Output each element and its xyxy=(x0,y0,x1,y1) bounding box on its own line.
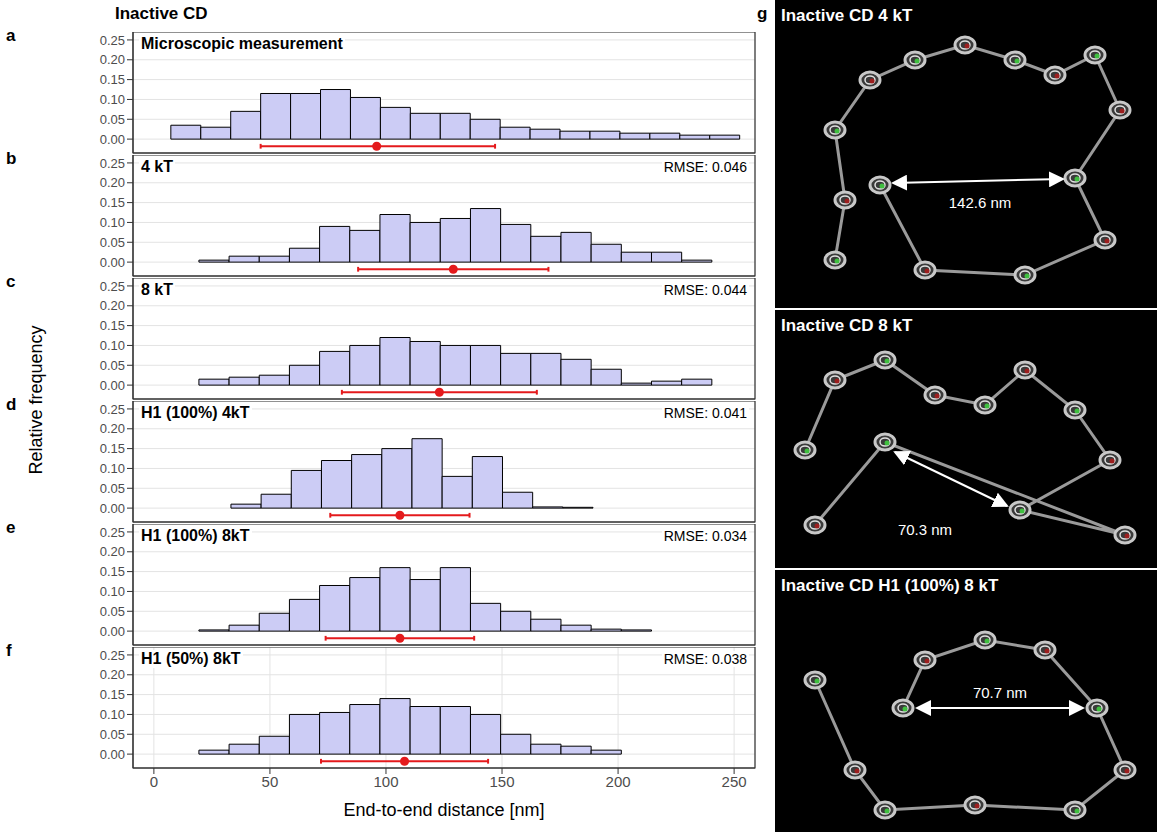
html-text:H1 (100%) 8kT: H1 (100%) 8kT xyxy=(141,527,250,544)
svg-text:50: 50 xyxy=(262,773,279,790)
svg-text:0.00: 0.00 xyxy=(100,378,125,393)
svg-text:0.00: 0.00 xyxy=(100,132,125,147)
svg-text:0.25: 0.25 xyxy=(100,279,125,294)
html-text:RMSE: 0.041: RMSE: 0.041 xyxy=(663,405,747,421)
svg-text:0.15: 0.15 xyxy=(100,72,125,87)
svg-text:200: 200 xyxy=(606,773,631,790)
html-text:RMSE: 0.034: RMSE: 0.034 xyxy=(663,528,747,544)
svg-text:0.20: 0.20 xyxy=(100,544,125,559)
html-text:8 kT: 8 kT xyxy=(141,281,173,298)
svg-text:0.10: 0.10 xyxy=(100,92,125,107)
svg-text:0.25: 0.25 xyxy=(100,648,125,663)
svg-text:0.15: 0.15 xyxy=(100,564,125,579)
svg-text:Relative frequency: Relative frequency xyxy=(26,325,46,474)
svg-text:0.20: 0.20 xyxy=(100,667,125,682)
html-text:End-to-end distance [nm]: End-to-end distance [nm] xyxy=(343,800,545,820)
html-text:c: c xyxy=(6,272,16,291)
svg-text:0.00: 0.00 xyxy=(100,501,125,516)
svg-text:0.10: 0.10 xyxy=(100,461,125,476)
html-text:f: f xyxy=(6,641,12,660)
html-text:RMSE: 0.044: RMSE: 0.044 xyxy=(663,282,747,298)
svg-text:0.25: 0.25 xyxy=(100,33,125,48)
svg-text:0.00: 0.00 xyxy=(100,624,125,639)
svg-text:70.3 nm: 70.3 nm xyxy=(898,521,952,538)
svg-text:0.05: 0.05 xyxy=(100,481,125,496)
html-text:4 kT: 4 kT xyxy=(141,158,173,175)
html-text:H1 (50%) 8kT: H1 (50%) 8kT xyxy=(141,650,241,667)
svg-text:0.10: 0.10 xyxy=(100,707,125,722)
svg-text:0.15: 0.15 xyxy=(100,687,125,702)
svg-text:0.25: 0.25 xyxy=(100,156,125,171)
html-text:d: d xyxy=(6,395,17,414)
svg-text:142.6 nm: 142.6 nm xyxy=(949,194,1012,211)
svg-text:0.05: 0.05 xyxy=(100,235,125,250)
svg-text:0.15: 0.15 xyxy=(100,318,125,333)
svg-text:0.25: 0.25 xyxy=(100,525,125,540)
html-text:b: b xyxy=(6,149,17,168)
html-text:a: a xyxy=(6,26,16,45)
html-text:Microscopic measurement: Microscopic measurement xyxy=(141,35,343,52)
svg-text:0.05: 0.05 xyxy=(100,112,125,127)
svg-text:Inactive CD 8 kT: Inactive CD 8 kT xyxy=(781,316,913,335)
svg-text:0.10: 0.10 xyxy=(100,215,125,230)
svg-text:0.00: 0.00 xyxy=(100,255,125,270)
svg-text:0.05: 0.05 xyxy=(100,727,125,742)
svg-text:70.7 nm: 70.7 nm xyxy=(973,684,1027,701)
svg-text:0.20: 0.20 xyxy=(100,175,125,190)
svg-text:0.15: 0.15 xyxy=(100,195,125,210)
svg-text:Inactive CD H1 (100%) 8 kT: Inactive CD H1 (100%) 8 kT xyxy=(781,576,999,595)
svg-text:0.05: 0.05 xyxy=(100,358,125,373)
html-text:H1 (100%) 4kT: H1 (100%) 4kT xyxy=(141,404,250,421)
svg-text:0: 0 xyxy=(150,773,158,790)
svg-text:0.20: 0.20 xyxy=(100,52,125,67)
svg-text:0.25: 0.25 xyxy=(100,402,125,417)
svg-text:150: 150 xyxy=(490,773,515,790)
svg-text:0.05: 0.05 xyxy=(100,604,125,619)
svg-text:250: 250 xyxy=(722,773,747,790)
html-text:RMSE: 0.046: RMSE: 0.046 xyxy=(663,159,747,175)
svg-text:0.00: 0.00 xyxy=(100,747,125,762)
html-text:e: e xyxy=(6,518,16,537)
svg-text:0.10: 0.10 xyxy=(100,584,125,599)
svg-text:Inactive CD 4 kT: Inactive CD 4 kT xyxy=(781,6,913,25)
svg-text:0.15: 0.15 xyxy=(100,441,125,456)
html-text:Inactive CD: Inactive CD xyxy=(115,4,208,23)
html-text:g: g xyxy=(757,4,768,23)
svg-text:0.20: 0.20 xyxy=(100,298,125,313)
svg-text:0.10: 0.10 xyxy=(100,338,125,353)
svg-text:0.20: 0.20 xyxy=(100,421,125,436)
html-text:RMSE: 0.038: RMSE: 0.038 xyxy=(663,651,747,667)
svg-text:100: 100 xyxy=(373,773,398,790)
